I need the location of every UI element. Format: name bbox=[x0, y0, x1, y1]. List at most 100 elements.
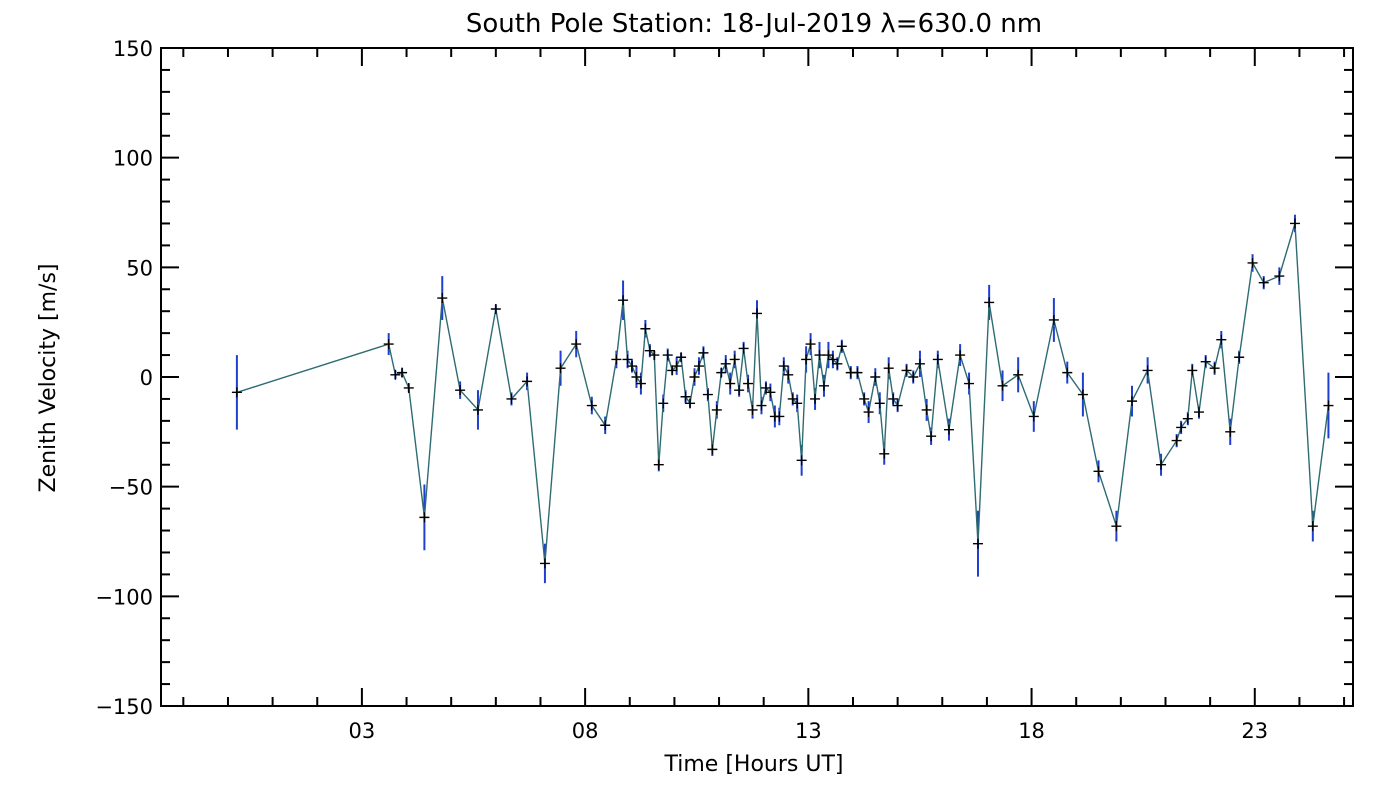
data-point bbox=[818, 380, 829, 391]
data-point bbox=[1247, 257, 1258, 268]
data-point bbox=[702, 389, 713, 400]
data-point bbox=[1258, 277, 1269, 288]
data-point bbox=[892, 400, 903, 411]
data-point bbox=[874, 398, 885, 409]
data-point bbox=[760, 382, 771, 393]
data-point bbox=[698, 347, 709, 358]
data-point bbox=[1156, 459, 1167, 470]
data-point bbox=[1289, 218, 1300, 229]
x-axis: 03 08 13 18 23 bbox=[182, 48, 1346, 743]
data-point bbox=[852, 367, 863, 378]
data-point bbox=[640, 323, 651, 334]
data-point bbox=[397, 367, 408, 378]
data-point bbox=[676, 352, 687, 363]
x-axis-label: Time [Hours UT] bbox=[664, 752, 844, 777]
data-point bbox=[437, 293, 448, 304]
y-axis: −150 −100 −50 0 50 100 150 bbox=[95, 37, 1353, 719]
data-point bbox=[506, 393, 517, 404]
y-tick-label: 150 bbox=[113, 37, 153, 61]
y-tick-label: 0 bbox=[140, 366, 153, 390]
data-point bbox=[796, 455, 807, 466]
data-point bbox=[734, 385, 745, 396]
data-point bbox=[1093, 466, 1104, 477]
data-point bbox=[787, 393, 798, 404]
data-point bbox=[901, 365, 912, 376]
data-point bbox=[863, 407, 874, 418]
data-point bbox=[1182, 413, 1193, 424]
data-point bbox=[997, 380, 1008, 391]
data-point bbox=[972, 538, 983, 549]
data-point bbox=[1077, 389, 1088, 400]
data-point bbox=[1193, 407, 1204, 418]
y-tick-label: −100 bbox=[95, 585, 153, 609]
data-point bbox=[689, 372, 700, 382]
y-tick-label: 50 bbox=[126, 256, 153, 280]
data-point bbox=[662, 350, 673, 361]
x-tick-label: 08 bbox=[572, 719, 599, 743]
x-tick-label: 03 bbox=[349, 719, 376, 743]
data-point bbox=[403, 382, 414, 393]
data-point bbox=[586, 400, 597, 411]
data-point bbox=[1187, 365, 1198, 376]
data-point bbox=[611, 354, 622, 365]
data-point bbox=[783, 369, 794, 380]
data-point bbox=[747, 404, 758, 415]
data-point bbox=[738, 343, 749, 354]
data-point bbox=[383, 339, 394, 350]
data-point bbox=[964, 378, 975, 389]
data-point bbox=[1028, 411, 1039, 422]
data-point bbox=[756, 400, 767, 411]
y-tick-label: −50 bbox=[109, 476, 153, 500]
data-point bbox=[1225, 426, 1236, 437]
data-point bbox=[539, 558, 550, 569]
data-point bbox=[729, 354, 740, 365]
data-point bbox=[827, 354, 838, 365]
data-point bbox=[1209, 363, 1220, 374]
data-point bbox=[667, 365, 678, 376]
data-point bbox=[1274, 271, 1285, 282]
data-point bbox=[943, 424, 954, 435]
data-point bbox=[693, 361, 704, 372]
data-point bbox=[707, 444, 718, 455]
data-point bbox=[984, 297, 995, 308]
data-point bbox=[1234, 352, 1245, 363]
data-point bbox=[814, 350, 825, 361]
data-point bbox=[932, 354, 943, 365]
series-group bbox=[231, 214, 1334, 584]
data-point bbox=[801, 354, 812, 365]
data-point bbox=[859, 393, 870, 404]
data-point bbox=[1307, 521, 1318, 532]
data-point bbox=[1127, 396, 1138, 407]
data-point bbox=[823, 350, 834, 361]
data-point bbox=[1048, 314, 1059, 325]
data-point bbox=[879, 448, 890, 459]
data-point bbox=[1171, 435, 1182, 446]
y-axis-label: Zenith Velocity [m/s] bbox=[36, 264, 61, 493]
data-point bbox=[1142, 365, 1153, 376]
data-point bbox=[805, 339, 816, 350]
data-point bbox=[955, 350, 966, 361]
x-tick-label: 13 bbox=[795, 719, 822, 743]
data-point bbox=[600, 420, 611, 431]
data-point bbox=[778, 361, 789, 372]
data-point bbox=[685, 398, 696, 409]
data-point bbox=[836, 341, 847, 352]
data-point bbox=[725, 378, 736, 389]
data-point bbox=[472, 404, 483, 415]
data-point bbox=[752, 308, 762, 319]
data-point bbox=[720, 358, 731, 369]
data-point bbox=[1216, 334, 1227, 345]
data-point bbox=[810, 393, 821, 404]
data-point bbox=[1176, 422, 1187, 433]
data-point bbox=[653, 459, 664, 470]
data-point bbox=[419, 512, 430, 523]
data-point bbox=[774, 411, 785, 422]
data-point bbox=[1323, 400, 1334, 411]
data-point bbox=[888, 393, 899, 404]
y-tick-label: −150 bbox=[95, 695, 153, 719]
data-point bbox=[390, 369, 401, 380]
data-point bbox=[622, 354, 633, 365]
data-point bbox=[649, 350, 660, 361]
data-point bbox=[1013, 369, 1024, 380]
